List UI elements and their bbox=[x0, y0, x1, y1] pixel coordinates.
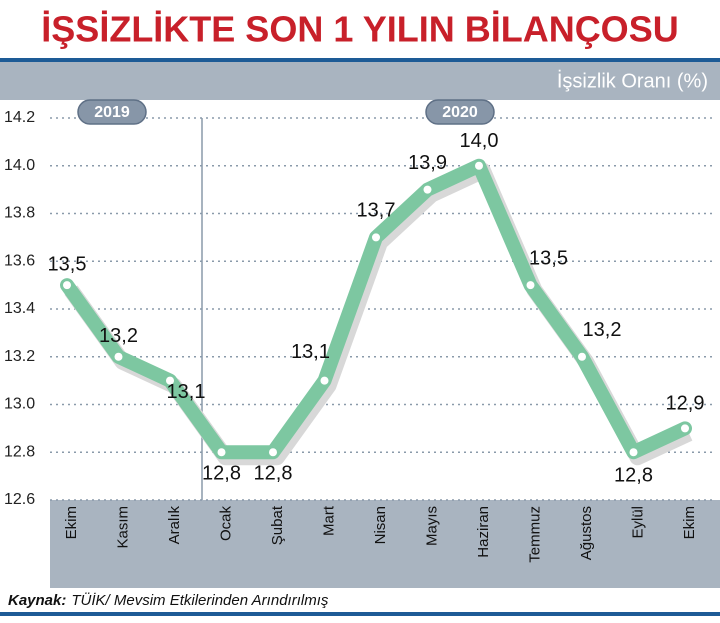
value-label: 13,1 bbox=[291, 341, 330, 363]
x-tick-label: Şubat bbox=[269, 505, 286, 545]
value-label: 12,8 bbox=[202, 463, 241, 485]
y-tick-label: 13.6 bbox=[4, 252, 35, 269]
year-pill bbox=[77, 99, 147, 125]
category-band bbox=[50, 500, 720, 588]
y-tick-label: 14.2 bbox=[4, 109, 35, 126]
y-tick-label: 13.2 bbox=[4, 348, 35, 365]
x-tick-label: Mayıs bbox=[423, 506, 440, 546]
point bbox=[679, 422, 691, 435]
year-pill bbox=[425, 99, 495, 125]
point bbox=[421, 183, 434, 196]
x-tick-label: Ağustos bbox=[578, 506, 595, 560]
y-tick-label: 14.0 bbox=[4, 157, 35, 174]
point bbox=[524, 279, 537, 292]
top-rule bbox=[0, 58, 720, 62]
point bbox=[215, 446, 228, 459]
point bbox=[627, 446, 640, 459]
x-tick-label: Ekim bbox=[63, 506, 80, 539]
point bbox=[318, 374, 331, 387]
value-label: 13,2 bbox=[583, 319, 622, 341]
value-label: 13,5 bbox=[529, 247, 568, 269]
y-tick-label: 12.8 bbox=[4, 443, 35, 460]
x-tick-label: Kasım bbox=[114, 506, 131, 549]
point bbox=[473, 159, 485, 172]
point bbox=[267, 446, 279, 459]
x-tick-label: Aralık bbox=[166, 506, 183, 545]
y-tick-label: 13.4 bbox=[4, 300, 35, 317]
value-label: 13,9 bbox=[408, 152, 447, 174]
y-tick-label: 12.6 bbox=[4, 491, 35, 508]
x-tick-label: Eylül bbox=[629, 506, 646, 539]
value-label: 13,1 bbox=[167, 381, 206, 403]
y-tick-label: 13.8 bbox=[4, 205, 35, 222]
x-tick-label: Ekim bbox=[681, 506, 698, 539]
x-tick-label: Mart bbox=[320, 505, 337, 536]
y-axis-title: İşsizlik Oranı (%) bbox=[557, 69, 708, 92]
x-tick-label: Haziran bbox=[475, 506, 492, 558]
value-label: 12,8 bbox=[254, 463, 293, 485]
x-tick-label: Ocak bbox=[217, 506, 234, 542]
point bbox=[576, 350, 588, 363]
source-label: Kaynak: bbox=[8, 592, 66, 609]
x-tick-label: Nisan bbox=[372, 506, 389, 544]
source: Kaynak: TÜİK/ Mevsim Etkilerinden Arındır… bbox=[8, 591, 329, 609]
year-label: 2020 bbox=[442, 104, 478, 121]
source-text: TÜİK/ Mevsim Etkilerinden Arındırılmış bbox=[71, 591, 328, 609]
point bbox=[164, 374, 176, 387]
chart-title: İŞSİZLİKTE SON 1 YILIN BİLANÇOSU bbox=[41, 9, 678, 50]
value-label: 12,8 bbox=[614, 465, 653, 487]
value-label: 13,2 bbox=[99, 325, 138, 347]
year-label: 2019 bbox=[94, 104, 130, 121]
value-label: 13,5 bbox=[48, 253, 87, 275]
x-tick-label: Temmuz bbox=[526, 506, 543, 563]
value-label: 14,0 bbox=[460, 130, 499, 152]
bottom-rule bbox=[0, 612, 720, 616]
point bbox=[370, 231, 382, 244]
header-band bbox=[0, 62, 720, 100]
value-label: 13,7 bbox=[357, 200, 396, 222]
y-tick-label: 13.0 bbox=[4, 396, 35, 413]
point bbox=[61, 279, 73, 292]
point bbox=[112, 350, 125, 363]
value-label: 12,9 bbox=[666, 393, 705, 415]
